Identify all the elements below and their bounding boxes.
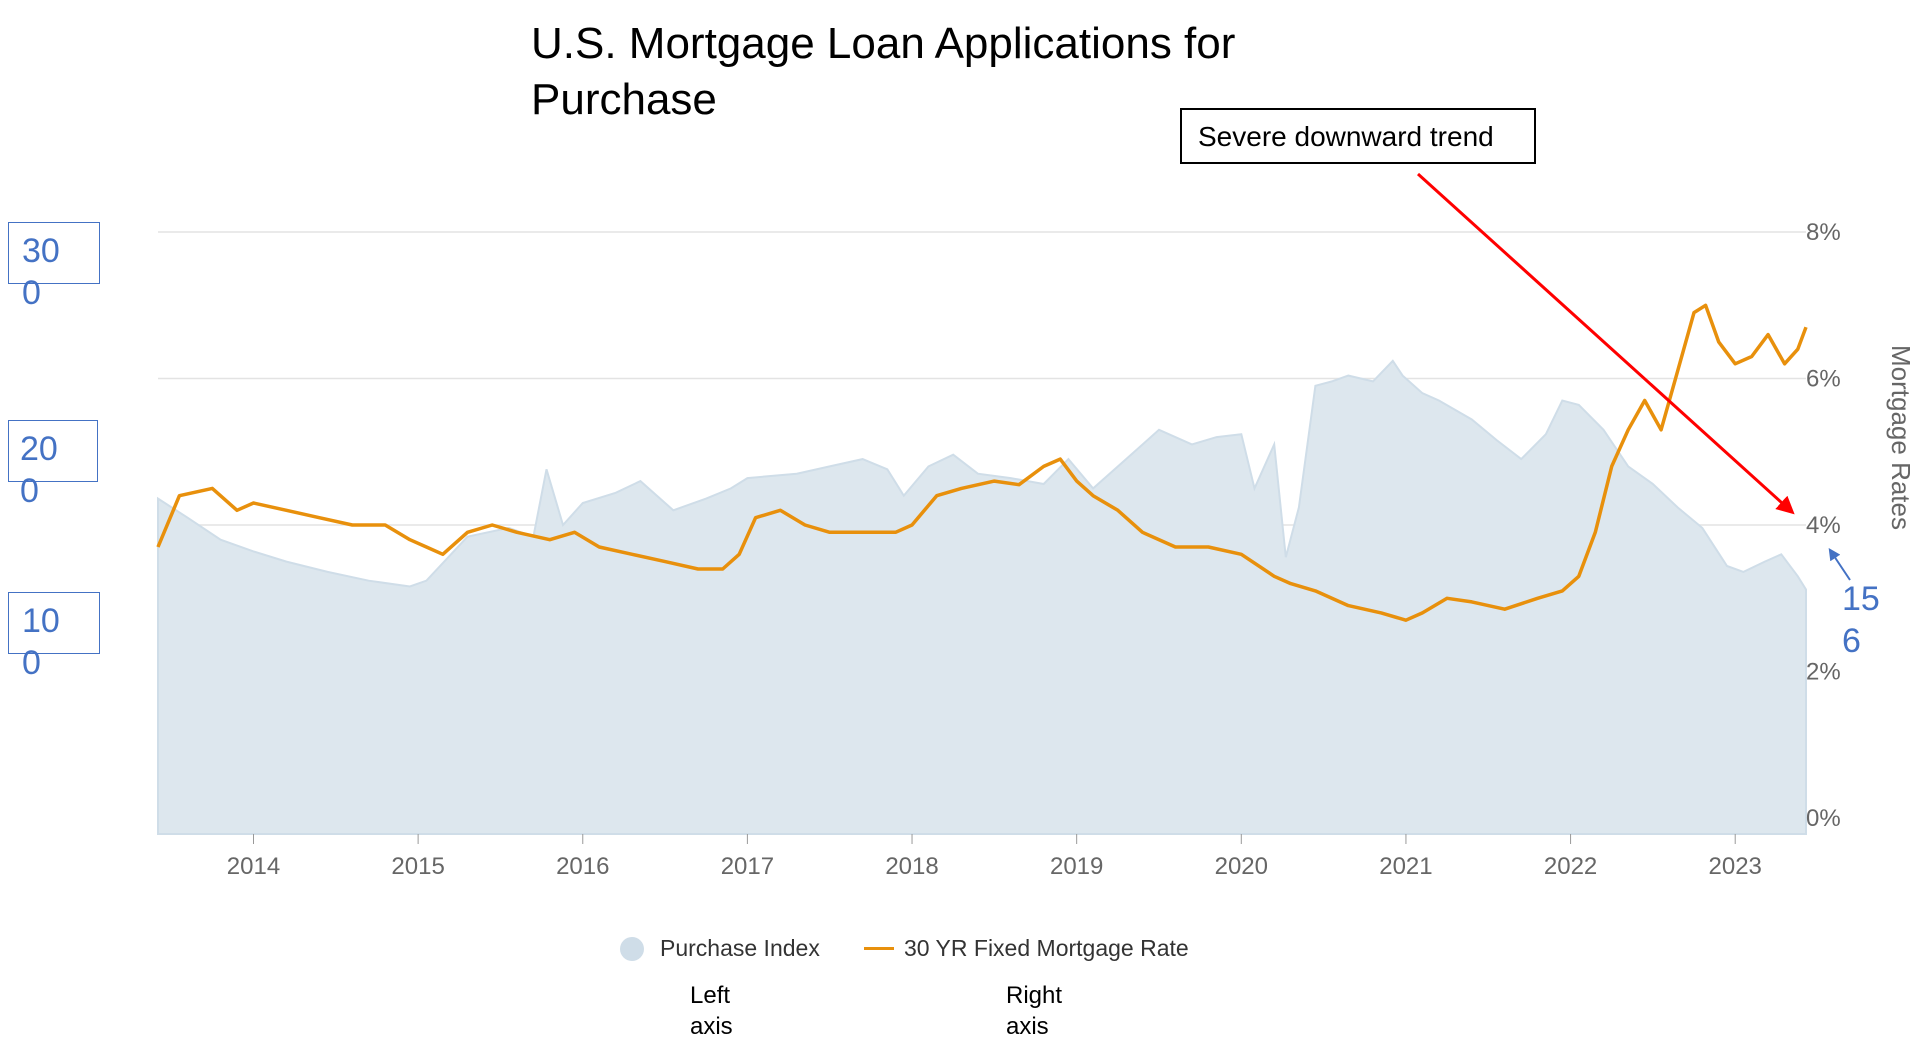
- x-tick-label: 2022: [1544, 853, 1597, 880]
- value-pointer-arrow: [1828, 548, 1851, 581]
- mortgage-rate-line: [156, 303, 1808, 622]
- right-tick-label: 6%: [1806, 366, 1841, 393]
- latest-value-label: 156: [1842, 580, 1880, 660]
- legend-purchase-index[interactable]: Purchase Index: [620, 935, 820, 962]
- right-tick-label: 2%: [1806, 659, 1841, 686]
- x-tick-label: 2016: [556, 853, 609, 880]
- left-axis-label-200: 200: [20, 430, 58, 510]
- legend-mortgage-rate[interactable]: 30 YR Fixed Mortgage Rate: [864, 935, 1189, 962]
- legend-line-icon: [864, 947, 894, 950]
- chart-title: U.S. Mortgage Loan Applications for Purc…: [531, 19, 1236, 124]
- left-axis-box-200: [8, 420, 98, 482]
- x-tick-label: 2020: [1215, 853, 1268, 880]
- right-tick-label: 8%: [1806, 219, 1841, 246]
- right-tick-label: 4%: [1806, 512, 1841, 539]
- left-axis-label-300: 300: [22, 232, 60, 312]
- right-axis-caption: Right axis: [1006, 982, 1063, 1040]
- right-axis-title: Mortgage Rates: [1886, 345, 1916, 530]
- x-tick-label: 2019: [1050, 853, 1103, 880]
- left-axis-caption: Left axis: [690, 982, 733, 1040]
- purchase-index-area: [157, 359, 1807, 835]
- x-tick-label: 2018: [885, 853, 938, 880]
- left-axis-box-300: [8, 222, 100, 284]
- legend-purchase-index-label: Purchase Index: [660, 935, 820, 961]
- x-tick-label: 2014: [227, 853, 280, 880]
- left-axis-label-100: 100: [22, 602, 60, 682]
- legend-circle-icon: [620, 936, 644, 961]
- annotation-box: [1180, 108, 1536, 164]
- right-tick-label: 0%: [1806, 805, 1841, 832]
- x-tick-label: 2021: [1379, 853, 1432, 880]
- x-tick-label: 2015: [391, 853, 444, 880]
- left-axis-box-100: [8, 592, 100, 654]
- annotation-arrow: [1416, 172, 1795, 515]
- x-tick-label: 2023: [1709, 853, 1762, 880]
- x-tick-label: 2017: [721, 853, 774, 880]
- annotation-text: Severe downward trend: [1198, 121, 1494, 152]
- legend-mortgage-rate-label: 30 YR Fixed Mortgage Rate: [904, 935, 1189, 961]
